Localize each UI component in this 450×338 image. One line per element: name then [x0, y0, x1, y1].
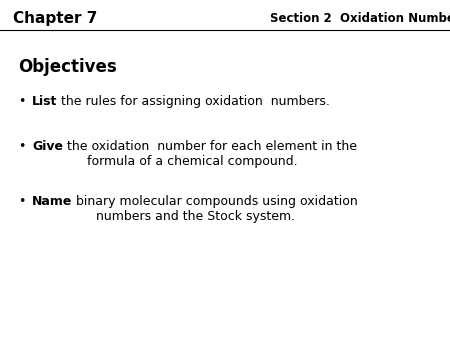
Text: Name: Name [32, 195, 72, 208]
Text: the oxidation  number for each element in the
      formula of a chemical compou: the oxidation number for each element in… [63, 140, 357, 168]
Text: Objectives: Objectives [18, 58, 117, 76]
Text: •: • [18, 195, 26, 208]
Text: the rules for assigning oxidation  numbers.: the rules for assigning oxidation number… [58, 95, 330, 108]
Text: •: • [18, 95, 26, 108]
Text: binary molecular compounds using oxidation
      numbers and the Stock system.: binary molecular compounds using oxidati… [72, 195, 358, 223]
Text: •: • [18, 140, 26, 153]
Text: Chapter 7: Chapter 7 [13, 10, 97, 25]
Text: Section 2  Oxidation Numbers: Section 2 Oxidation Numbers [270, 11, 450, 24]
Text: List: List [32, 95, 58, 108]
Text: Give: Give [32, 140, 63, 153]
